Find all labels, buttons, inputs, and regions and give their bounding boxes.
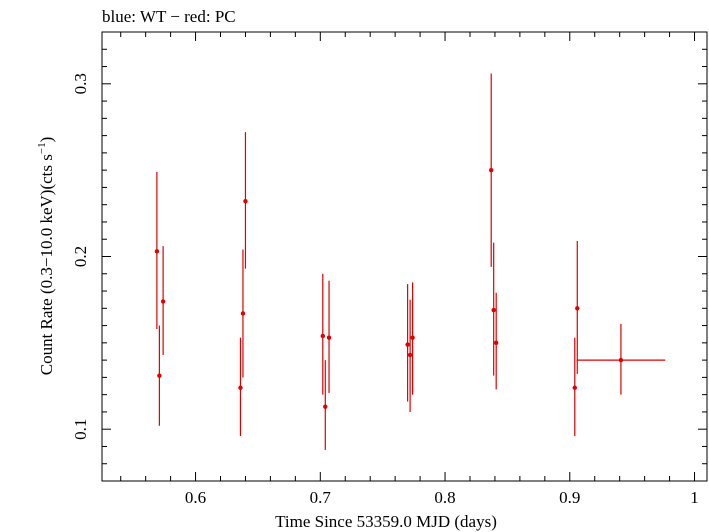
x-tick-label: 0.8 xyxy=(434,488,455,507)
data-marker xyxy=(493,340,499,346)
data-point xyxy=(488,73,494,267)
data-point xyxy=(572,337,577,437)
data-marker xyxy=(154,249,160,254)
y-tick-label: 0.2 xyxy=(71,246,90,267)
data-point xyxy=(491,242,496,376)
x-tick-label: 0.7 xyxy=(310,488,332,507)
data-point xyxy=(326,280,332,393)
x-tick-label: 1 xyxy=(690,488,699,507)
data-marker xyxy=(160,299,166,304)
data-marker xyxy=(618,357,624,363)
y-tick-label: 0.1 xyxy=(71,419,90,440)
x-tick-label: 0.6 xyxy=(185,488,206,507)
data-marker xyxy=(405,342,410,347)
y-axis: 0.1 0.2 0.3 xyxy=(71,31,707,482)
data-marker xyxy=(575,306,580,311)
data-marker xyxy=(320,333,325,339)
data-marker xyxy=(157,373,162,378)
data-marker xyxy=(326,335,332,340)
x-tick-label: 0.9 xyxy=(559,488,580,507)
y-axis-label-exponent: −1 xyxy=(36,142,48,154)
data-point xyxy=(240,249,246,378)
plot-frame xyxy=(101,31,708,482)
data-point xyxy=(405,284,410,402)
y-axis-label-close: ) xyxy=(37,137,56,143)
data-point xyxy=(410,282,415,395)
data-marker xyxy=(407,352,413,358)
data-marker xyxy=(243,199,248,204)
data-point xyxy=(576,323,666,395)
data-marker xyxy=(410,335,415,340)
data-marker xyxy=(238,385,243,390)
data-point xyxy=(243,132,248,269)
data-point xyxy=(323,360,328,450)
data-marker xyxy=(240,311,246,316)
x-axis-label: Time Since 53359.0 MJD (days) xyxy=(275,512,497,531)
data-marker xyxy=(572,385,577,390)
data-point xyxy=(407,299,413,412)
data-point xyxy=(157,325,162,426)
y-axis-label-main: Count Rate (0.3−10.0 keV)(cts s xyxy=(37,154,56,375)
y-tick-label: 0.3 xyxy=(71,73,90,94)
data-point xyxy=(154,171,160,330)
data-point xyxy=(238,337,243,437)
chart-title: blue: WT − red: PC xyxy=(102,7,236,26)
data-point xyxy=(575,240,580,374)
data-marker xyxy=(491,307,496,313)
data-marker xyxy=(488,167,494,173)
data-point xyxy=(493,292,499,390)
data-point xyxy=(320,273,325,395)
data-marker xyxy=(323,404,328,409)
data-point xyxy=(160,246,166,355)
data-series xyxy=(154,73,666,450)
y-axis-label: Count Rate (0.3−10.0 keV)(cts s−1) xyxy=(36,137,56,376)
x-axis: 0.6 0.7 0.8 0.9 1 xyxy=(120,32,699,507)
